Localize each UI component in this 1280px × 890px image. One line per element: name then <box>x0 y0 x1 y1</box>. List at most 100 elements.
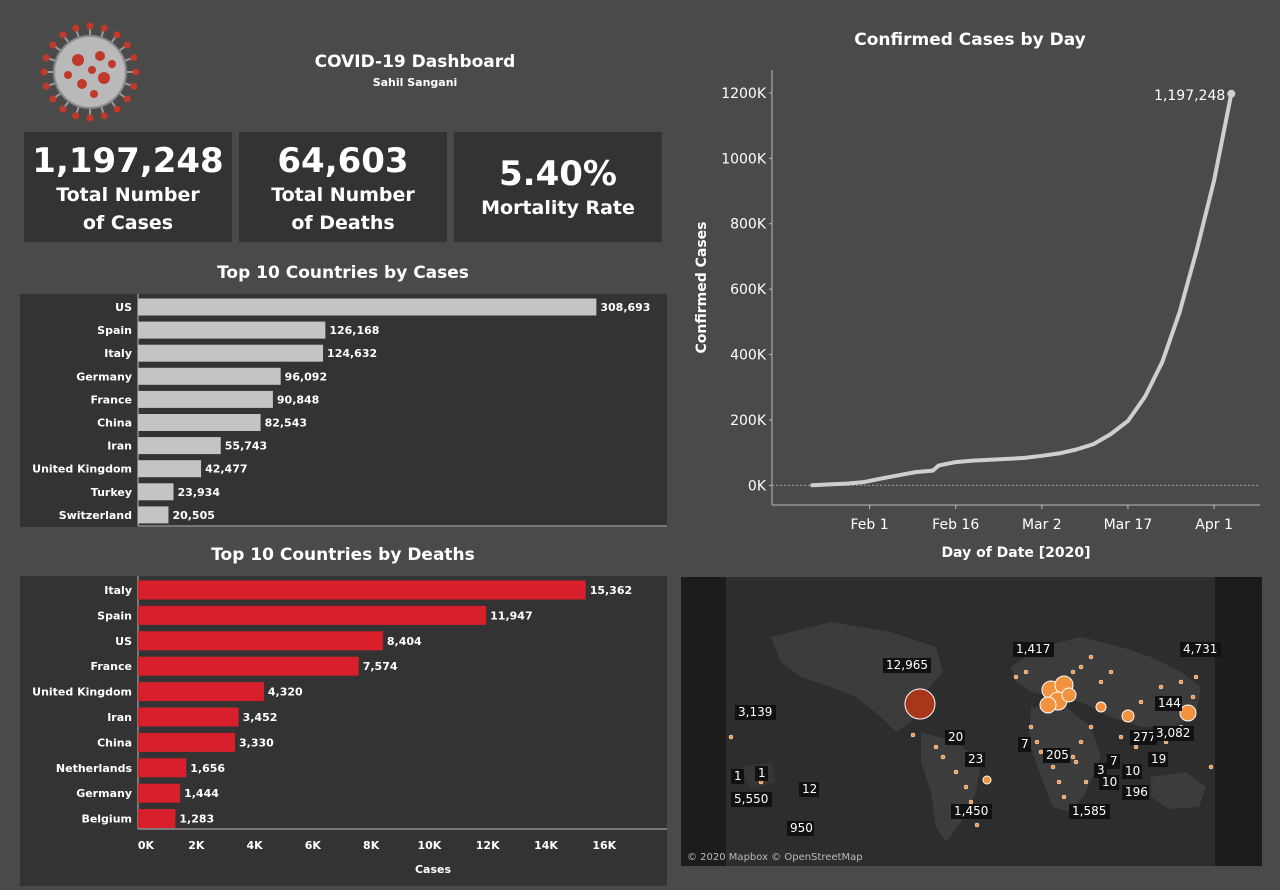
map-bubble-small[interactable] <box>1078 664 1084 670</box>
bar[interactable] <box>138 631 383 651</box>
cases-chart-panel: US 308,693 Spain 126,168 Italy 124,632 Germany… <box>20 294 667 527</box>
bar-category-label: Turkey <box>91 486 132 499</box>
kpi-total-deaths-label: Total Number of Deaths <box>271 184 415 234</box>
map-bubble-small[interactable] <box>1098 679 1104 685</box>
line-chart-title: Confirmed Cases by Day <box>854 30 1086 50</box>
map-bubble[interactable] <box>1179 704 1197 722</box>
bar[interactable] <box>138 707 239 727</box>
map-label-bg <box>1122 785 1149 800</box>
map-bubble-small[interactable] <box>1178 679 1184 685</box>
map-bubble-small[interactable] <box>1083 779 1089 785</box>
map-bubble-small[interactable] <box>933 744 939 750</box>
kpi-total-cases-value: 1,197,248 <box>32 141 224 181</box>
map-bubble-small[interactable] <box>974 822 980 828</box>
map-label-bg <box>731 792 772 807</box>
map-bubble[interactable] <box>1039 696 1057 714</box>
map-label: 205 <box>1046 748 1069 762</box>
map-bubble-small[interactable] <box>1073 759 1079 765</box>
bar[interactable] <box>138 656 359 676</box>
map-label: 5,550 <box>734 792 768 806</box>
map-bubble-small[interactable] <box>940 754 946 760</box>
map-label: 12 <box>802 782 817 796</box>
map-bubble-small[interactable] <box>1088 654 1094 660</box>
map-bubble-small[interactable] <box>728 734 734 740</box>
bar-category-label: Belgium <box>81 813 132 826</box>
map-bubble-small[interactable] <box>1118 734 1124 740</box>
map-label-bg <box>731 769 744 784</box>
bar[interactable] <box>138 390 273 408</box>
map-bubble-small[interactable] <box>1034 739 1040 745</box>
bar-value-label: 3,330 <box>239 736 274 749</box>
map-bubble-small[interactable] <box>1061 794 1067 800</box>
map-bubble-small[interactable] <box>1108 669 1114 675</box>
bar[interactable] <box>138 321 326 339</box>
bar-value-label: 124,632 <box>327 347 377 360</box>
map-label-bg <box>1018 737 1031 752</box>
map-bubble-small[interactable] <box>910 732 916 738</box>
bar[interactable] <box>138 682 264 702</box>
map-bubble-small[interactable] <box>953 769 959 775</box>
map-bubble-small[interactable] <box>1013 674 1019 680</box>
map-label: 1,585 <box>1072 804 1106 818</box>
bar[interactable] <box>138 298 597 316</box>
bar[interactable] <box>138 506 169 524</box>
bar[interactable] <box>138 460 202 478</box>
map-bubble[interactable] <box>1121 709 1135 723</box>
map-label-bg <box>1155 696 1182 711</box>
map-bubble-small[interactable] <box>1038 749 1044 755</box>
x-tick-label: 10K <box>418 839 442 852</box>
bar[interactable] <box>138 580 586 600</box>
map-bubble-small[interactable] <box>1023 669 1029 675</box>
bar-value-label: 23,934 <box>178 486 221 499</box>
bar[interactable] <box>138 732 236 752</box>
map-bubble-small[interactable] <box>1050 764 1056 770</box>
map-label: 10 <box>1125 764 1140 778</box>
bar-value-label: 4,320 <box>268 686 303 699</box>
bar[interactable] <box>138 809 176 829</box>
bar[interactable] <box>138 367 281 385</box>
map-bubble-small[interactable] <box>1138 699 1144 705</box>
kpi-mortality-rate-value: 5.40% <box>499 154 617 194</box>
last-point-marker[interactable] <box>1227 89 1236 98</box>
map-bubble-small[interactable] <box>1190 694 1196 700</box>
map-bubble[interactable] <box>1095 701 1107 713</box>
map-bubble-small[interactable] <box>1028 724 1034 730</box>
bar[interactable] <box>138 414 261 431</box>
x-tick-label: Apr 1 <box>1195 517 1233 533</box>
map-bubble-small[interactable] <box>1070 754 1076 760</box>
bar[interactable] <box>138 483 174 501</box>
map-bubble-small[interactable] <box>1208 764 1214 770</box>
map-bubble-small[interactable] <box>1133 744 1139 750</box>
y-tick-label: 600K <box>730 282 767 298</box>
bar[interactable] <box>138 783 181 803</box>
bar[interactable] <box>138 344 324 362</box>
map-label-bg <box>965 752 985 767</box>
bar[interactable] <box>138 605 487 625</box>
map-bubble-small[interactable] <box>1193 674 1199 680</box>
map-bubble-small[interactable] <box>1088 724 1094 730</box>
map-label-bg <box>755 766 768 781</box>
bar[interactable] <box>138 758 187 778</box>
bar[interactable] <box>138 437 221 455</box>
x-tick-label: 2K <box>188 839 205 852</box>
y-axis-title: Confirmed Cases <box>694 221 710 353</box>
confirmed-cases-line-chart: 0K 200K 400K 600K 800K 1000K 1200K Feb 1 Feb 16 M… <box>694 70 1260 561</box>
x-tick-label: Feb 16 <box>932 517 979 533</box>
confirmed-cases-line[interactable] <box>810 91 1234 488</box>
map-bubble-small[interactable] <box>1158 684 1164 690</box>
map-bubble-small[interactable] <box>1078 739 1084 745</box>
bar-category-label: United Kingdom <box>32 686 132 699</box>
world-map[interactable]: 12,965 1,417 4,731 3,139 144 277 3,082 20 7 23 205… <box>681 577 1262 866</box>
bar-category-label: Iran <box>107 440 132 453</box>
map-bubble[interactable] <box>982 775 992 785</box>
map-bubble-small[interactable] <box>963 784 969 790</box>
map-bubble-small[interactable] <box>1056 779 1062 785</box>
bar-value-label: 82,543 <box>265 417 307 430</box>
map-bubble[interactable] <box>904 688 936 720</box>
map-label-bg <box>1099 775 1119 790</box>
map-label-bg <box>1130 730 1157 745</box>
map-bubble[interactable] <box>1061 687 1077 703</box>
map-bubble-small[interactable] <box>1070 669 1076 675</box>
bar-category-label: Iran <box>107 711 132 724</box>
map-label-bg <box>883 658 931 673</box>
